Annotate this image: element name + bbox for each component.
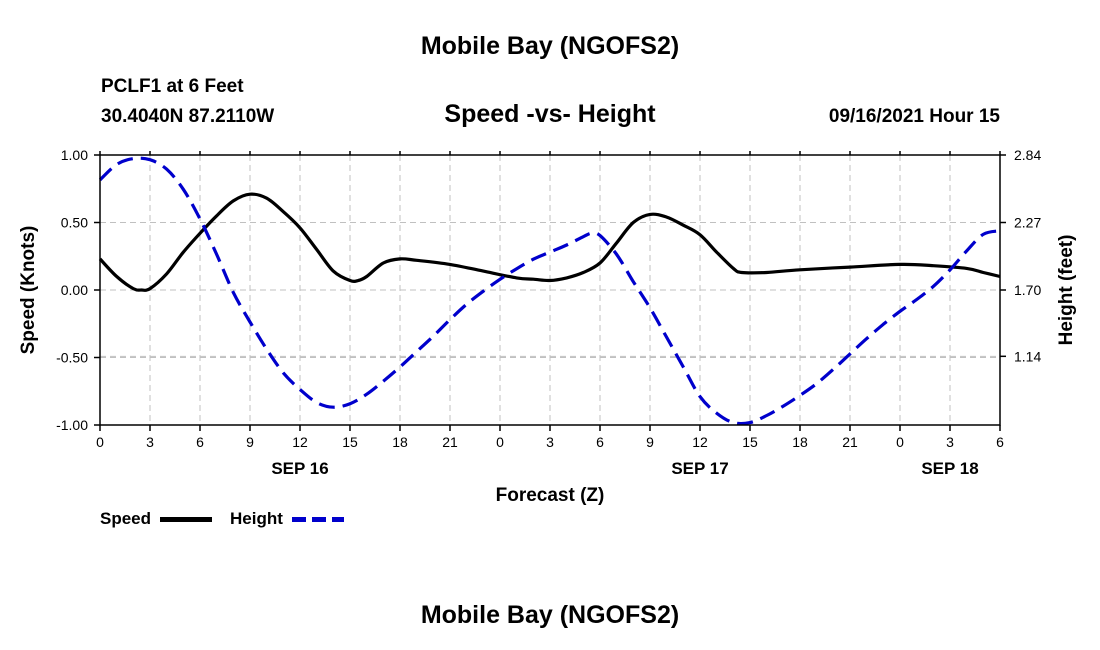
x-tick-label: 6 (996, 434, 1004, 450)
x-date-label: SEP 16 (271, 459, 328, 478)
y-tick-label-right: 2.84 (1014, 147, 1041, 163)
legend-speed-label: Speed (100, 509, 152, 528)
x-tick-label: 15 (742, 434, 758, 450)
y-tick-label-right: 2.27 (1014, 215, 1041, 231)
axes: 0 3 6 9 12 15 18 21 0 3 6 9 12 15 18 21 0 3 6 SEP 16 SEP 17 S… (56, 147, 1041, 478)
x-tick-label: 12 (692, 434, 708, 450)
speed-series-line (98, 192, 1001, 292)
speed-height-chart: 0 3 6 9 12 15 18 21 0 3 6 9 12 15 18 21 0 3 6 SEP 16 SEP 17 S… (18, 147, 1077, 506)
legend-speed-swatch (160, 517, 212, 522)
x-tick-label: 3 (546, 434, 554, 450)
footer-title: Mobile Bay (NGOFS2) (420, 601, 680, 629)
y-tick-label-left: 1.00 (61, 147, 88, 163)
series-lines (98, 156, 1001, 426)
legend: Speed Height (100, 508, 360, 530)
y-axis-label-right: Height (feet) (1056, 235, 1077, 346)
forecast-datetime: 09/16/2021 Hour 15 (828, 106, 1000, 127)
station-coordinates: 30.4040N 87.2110W (101, 106, 275, 127)
x-tick-label: 15 (342, 434, 358, 450)
x-tick-label: 6 (596, 434, 604, 450)
y-tick-label-left: 0.00 (61, 282, 88, 298)
x-tick-label: 3 (146, 434, 154, 450)
x-axis-label: Forecast (Z) (496, 485, 605, 506)
x-tick-label: 3 (946, 434, 954, 450)
legend-height-label: Height (230, 509, 283, 528)
x-tick-label: 18 (392, 434, 408, 450)
y-tick-label-right: 1.70 (1014, 282, 1041, 298)
y-tick-label-left: -1.00 (56, 417, 88, 433)
x-tick-label: 18 (792, 434, 808, 450)
y-tick-label-left: 0.50 (61, 215, 88, 231)
y-tick-label-right: 1.14 (1014, 348, 1041, 364)
x-tick-label: 21 (442, 434, 458, 450)
y-axis-label-left: Speed (Knots) (18, 226, 39, 355)
height-series-line (98, 156, 1001, 426)
x-tick-label: 0 (96, 434, 104, 450)
x-tick-label: 9 (646, 434, 654, 450)
main-title: Mobile Bay (NGOFS2) (420, 32, 680, 60)
x-date-label: SEP 17 (671, 459, 728, 478)
chart-title: Speed -vs- Height (444, 100, 656, 128)
grid-lines (100, 154, 1000, 425)
legend-height-swatch (292, 517, 344, 522)
x-tick-label: 0 (896, 434, 904, 450)
x-tick-label: 21 (842, 434, 858, 450)
x-tick-label: 9 (246, 434, 254, 450)
x-tick-label: 6 (196, 434, 204, 450)
x-tick-label: 12 (292, 434, 308, 450)
station-label: PCLF1 at 6 Feet (101, 76, 244, 97)
x-date-label: SEP 18 (921, 459, 978, 478)
y-tick-label-left: -0.50 (56, 350, 88, 366)
x-tick-label: 0 (496, 434, 504, 450)
